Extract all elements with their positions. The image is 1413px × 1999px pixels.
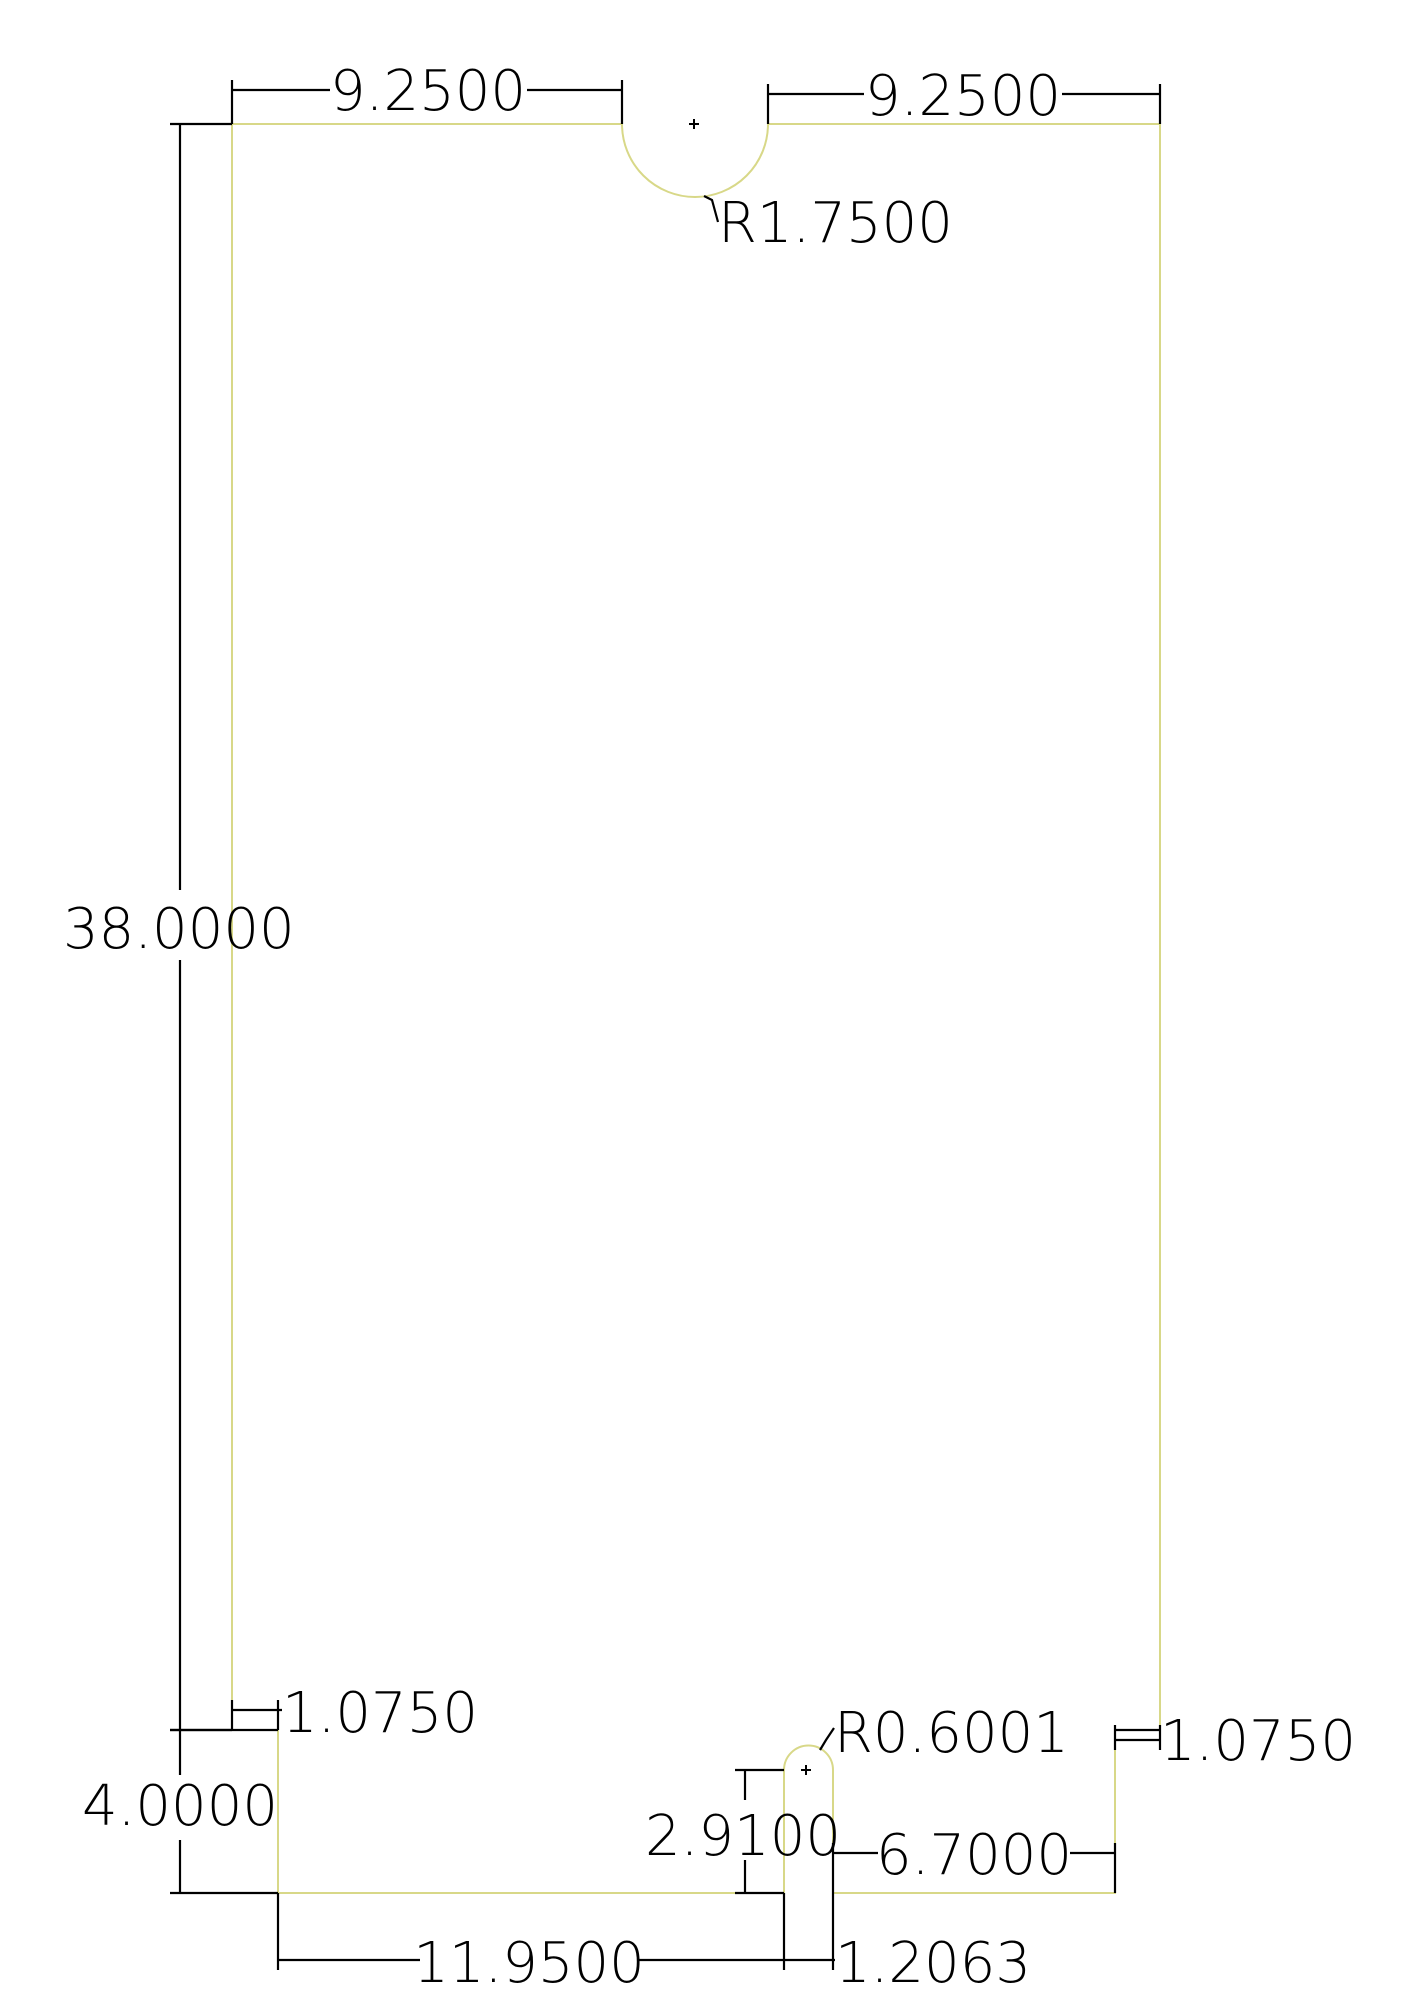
dim-notch-radius-text: R1.7500 [718,191,953,256]
dim-slot-radius: R0.6001 [819,1701,1069,1766]
dim-notch-radius: R1.7500 [703,191,953,256]
dim-right-step: 1.0750 [1113,1709,1356,1774]
dim-overall-height: 38.0000 [63,122,295,1732]
dim-top-right-width: 9.2500 [766,64,1162,129]
slot-center-mark [801,1765,811,1775]
dim-slot-width-text: 1.2063 [835,1931,1031,1996]
dim-left-bottom-width-text: 11.9500 [413,1931,645,1996]
dim-bottom-height: 4.0000 [82,1728,278,1895]
dim-left-step-text: 1.0750 [282,1681,478,1746]
dim-right-bottom-width: 6.7000 [831,1823,1117,1893]
dim-overall-height-text: 38.0000 [63,897,295,962]
dim-left-bottom-width: 11.9500 [276,1893,786,1996]
dim-slot-radius-text: R0.6001 [834,1701,1069,1766]
part-outline [231,123,1161,1894]
dim-slot-depth-text: 2.9100 [645,1804,841,1869]
dim-top-right-width-text: 9.2500 [865,64,1061,129]
dim-top-left-width: 9.2500 [230,59,624,124]
dim-right-step-text: 1.0750 [1160,1709,1356,1774]
notch-center-mark [689,119,699,129]
dim-slot-depth: 2.9100 [645,1768,841,1895]
dim-slot-width: 1.2063 [784,1893,1031,1996]
dim-top-left-width-text: 9.2500 [330,59,526,124]
dim-right-bottom-width-text: 6.7000 [876,1823,1072,1888]
dim-left-step: 1.0750 [230,1681,478,1746]
dim-bottom-height-text: 4.0000 [82,1774,278,1839]
